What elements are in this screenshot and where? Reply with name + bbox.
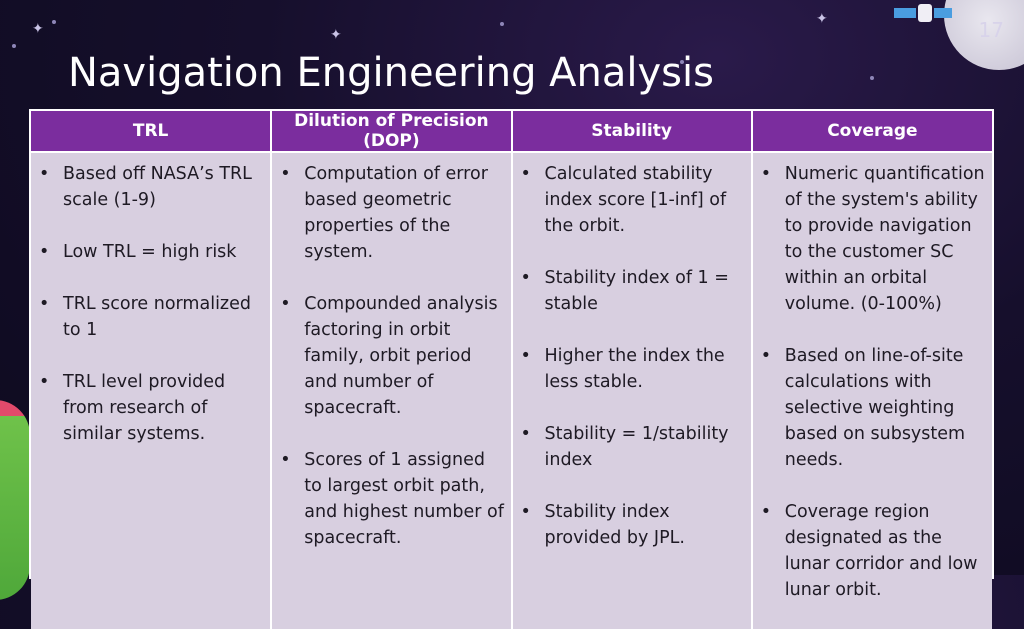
- star-icon: ✦: [330, 27, 342, 43]
- star-dot: [870, 76, 874, 80]
- star-icon: ✦: [816, 11, 828, 27]
- satellite-icon: [894, 4, 952, 22]
- slide-title: Navigation Engineering Analysis: [68, 50, 714, 96]
- column-header-coverage: Coverage: [751, 111, 992, 152]
- star-dot: [500, 22, 504, 26]
- column-header-trl: TRL: [31, 111, 273, 152]
- list-item: Based off NASA’s TRL scale (1-9): [35, 161, 266, 213]
- table-header-row: TRL Dilution of Precision (DOP) Stabilit…: [31, 111, 992, 152]
- list-item: Stability index provided by JPL.: [517, 499, 747, 551]
- list-item: Stability = 1/stability index: [517, 421, 747, 473]
- list-item: Numeric quantification of the system's a…: [757, 161, 988, 317]
- coverage-cell: Numeric quantification of the system's a…: [751, 151, 992, 629]
- star-dot: [680, 60, 684, 64]
- list-item: Low TRL = high risk: [35, 239, 266, 265]
- analysis-table: TRL Dilution of Precision (DOP) Stabilit…: [29, 109, 994, 629]
- list-item: Computation of error based geometric pro…: [276, 161, 506, 265]
- star-icon: ✦: [32, 21, 44, 37]
- column-header-stability: Stability: [511, 111, 753, 152]
- bullet-list: Calculated stability index score [1-inf]…: [517, 161, 747, 551]
- bullet-list: Computation of error based geometric pro…: [276, 161, 506, 551]
- star-dot: [12, 44, 16, 48]
- column-header-dop: Dilution of Precision (DOP): [271, 111, 513, 152]
- list-item: Higher the index the less stable.: [517, 343, 747, 395]
- list-item: Scores of 1 assigned to largest orbit pa…: [276, 447, 506, 551]
- trl-cell: Based off NASA’s TRL scale (1-9) Low TRL…: [31, 151, 273, 629]
- stability-cell: Calculated stability index score [1-inf]…: [511, 151, 753, 629]
- list-item: TRL level provided from research of simi…: [35, 369, 266, 447]
- star-dot: [52, 20, 56, 24]
- table-row: Based off NASA’s TRL scale (1-9) Low TRL…: [31, 151, 992, 629]
- list-item: TRL score normalized to 1: [35, 291, 266, 343]
- list-item: Based on line-of-site calculations with …: [757, 343, 988, 473]
- list-item: Calculated stability index score [1-inf]…: [517, 161, 747, 239]
- slide-number: 17: [978, 18, 1004, 42]
- list-item: Stability index of 1 = stable: [517, 265, 747, 317]
- bullet-list: Numeric quantification of the system's a…: [757, 161, 988, 603]
- list-item: Compounded analysis factoring in orbit f…: [276, 291, 506, 421]
- dop-cell: Computation of error based geometric pro…: [271, 151, 513, 629]
- list-item: Coverage region designated as the lunar …: [757, 499, 988, 603]
- bullet-list: Based off NASA’s TRL scale (1-9) Low TRL…: [35, 161, 266, 447]
- planet-decoration: [0, 400, 30, 600]
